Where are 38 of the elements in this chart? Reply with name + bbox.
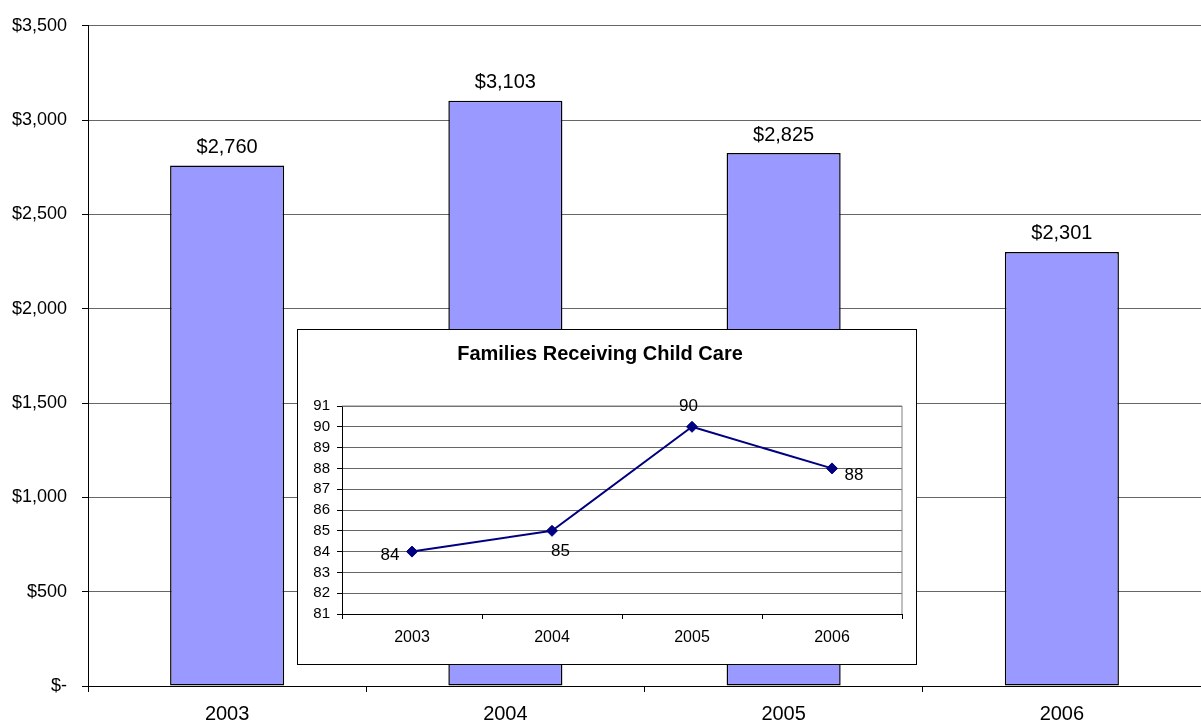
y-tick-label: 87 <box>313 479 330 497</box>
y-tick-label: 91 <box>313 396 330 414</box>
y-tick-label: 84 <box>313 541 330 559</box>
x-tick-label: 2005 <box>761 701 806 724</box>
x-tick-label: 2006 <box>1039 701 1085 724</box>
data-label: $2,825 <box>753 122 815 145</box>
x-tick-label: 2005 <box>674 628 710 646</box>
x-tick-label: 2003 <box>204 701 250 724</box>
y-tick-label: 88 <box>313 458 330 476</box>
x-tick-label: 2006 <box>814 628 850 646</box>
y-tick-label: 82 <box>313 583 330 601</box>
point <box>546 524 558 537</box>
y-tick-label: 86 <box>313 500 330 518</box>
y-tick-label: 85 <box>313 520 330 538</box>
y-tick-label: $2,000 <box>11 297 67 318</box>
y-tick-label: 89 <box>313 437 330 455</box>
x-tick-label: 2004 <box>483 701 528 724</box>
data-label: $2,760 <box>196 134 258 157</box>
data-label: $2,301 <box>1031 221 1093 244</box>
point <box>406 545 418 558</box>
y-tick-label: $1,500 <box>11 392 67 413</box>
y-tick-label: 90 <box>313 416 330 434</box>
data-label: 88 <box>844 464 864 484</box>
y-tick-label: 81 <box>313 604 330 622</box>
x-tick-label: 2003 <box>394 628 430 646</box>
y-tick-label: $500 <box>26 580 67 601</box>
data-label: $3,103 <box>474 70 536 93</box>
chart-title: Families Receiving Child Care <box>457 341 743 364</box>
y-tick-label: $1,000 <box>11 486 67 507</box>
point <box>686 420 698 433</box>
y-tick-label: $- <box>50 674 67 695</box>
y-tick-label: 83 <box>313 562 330 580</box>
point <box>826 462 838 475</box>
y-tick-label: $3,000 <box>11 109 67 130</box>
y-tick-label: $3,500 <box>11 14 67 35</box>
data-label: 90 <box>679 396 698 416</box>
y-tick-label: $2,500 <box>11 203 67 224</box>
x-tick-label: 2004 <box>534 628 570 646</box>
